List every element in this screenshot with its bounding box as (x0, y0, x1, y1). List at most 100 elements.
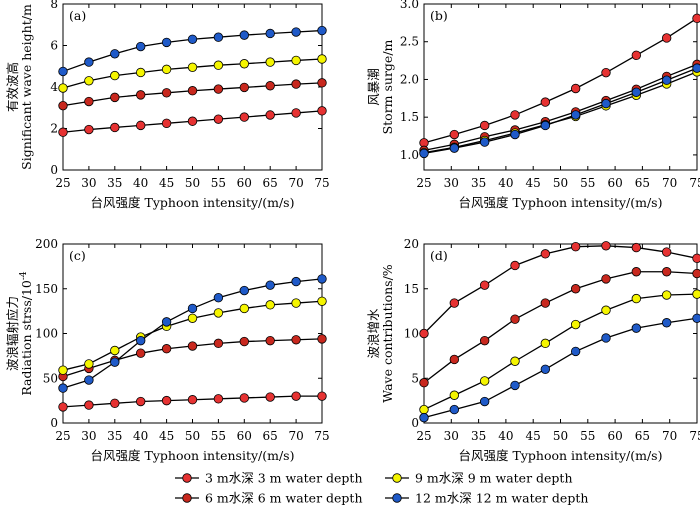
data-point-d-3 (479, 396, 490, 407)
data-point-a-1 (135, 90, 146, 100)
data-point-a-3 (213, 32, 224, 42)
y-axis-label-en-c: Radiation strss/10-4 (19, 271, 34, 396)
data-point-d-1 (419, 378, 429, 388)
x-tick-label-c: 40 (133, 429, 148, 443)
y-axis-label-zh-a: 有效波高 (5, 62, 20, 112)
data-point-b-3 (449, 143, 460, 153)
data-point-b-3 (601, 98, 611, 109)
data-point-d-0 (540, 249, 551, 259)
series-line-b-1 (423, 63, 698, 152)
x-tick-label-b: 25 (416, 176, 431, 190)
data-point-c-2 (317, 296, 327, 306)
panel-label-d: (d) (430, 248, 448, 263)
data-point-c-2 (84, 359, 94, 369)
data-point-c-1 (291, 335, 301, 345)
x-tick-label-b: 60 (607, 176, 622, 190)
x-tick-label-c: 35 (107, 429, 122, 443)
data-point-d-2 (661, 290, 672, 300)
legend: 3 m水深 3 m water depth 9 m水深 9 m water dep… (175, 471, 588, 506)
data-point-d-3 (449, 404, 460, 415)
data-point-c-2 (213, 308, 224, 318)
data-point-a-0 (239, 112, 250, 122)
data-point-c-2 (110, 345, 120, 356)
x-axis-label-b: 台风强度 Typhoon intensity/(m/s) (459, 195, 663, 210)
x-tick-label-b: 35 (471, 176, 486, 190)
data-point-d-1 (631, 267, 642, 277)
x-tick-label-b: 50 (553, 176, 568, 190)
x-tick-label-d: 75 (689, 429, 700, 443)
x-tick-label-d: 55 (580, 429, 595, 443)
legend-marker (392, 473, 402, 483)
x-axis-label-d: 台风强度 Typhoon intensity/(m/s) (459, 448, 663, 463)
x-tick-label-a: 35 (107, 176, 122, 190)
legend-label: 6 m水深 6 m water depth (205, 491, 363, 506)
x-tick-label-d: 30 (444, 429, 459, 443)
data-point-b-3 (479, 137, 490, 147)
data-point-c-0 (239, 393, 250, 403)
x-tick-label-c: 70 (288, 429, 303, 443)
x-tick-label-a: 45 (159, 176, 174, 190)
data-point-b-0 (692, 13, 700, 24)
data-point-a-0 (187, 116, 198, 126)
data-point-c-1 (317, 334, 327, 344)
series-line-d-3 (423, 317, 698, 419)
panel-label-a: (a) (69, 8, 86, 23)
series-line-d-2 (423, 293, 698, 411)
x-tick-label-a: 40 (133, 176, 148, 190)
data-point-d-0 (631, 242, 642, 253)
data-point-c-3 (58, 383, 68, 393)
data-point-b-0 (540, 97, 551, 107)
data-point-c-3 (239, 285, 250, 296)
data-point-c-2 (187, 313, 198, 323)
data-point-a-1 (58, 100, 68, 111)
data-point-c-3 (291, 276, 301, 287)
y-tick-label-d: 5 (411, 371, 419, 385)
x-tick-label-a: 55 (211, 176, 226, 190)
y-tick-label-c: 50 (43, 371, 58, 385)
data-point-d-2 (631, 293, 642, 304)
data-point-c-3 (213, 293, 224, 303)
y-axis-label-zh-c: 波浪辐射应力 (5, 296, 20, 371)
y-tick-label-a: 6 (50, 39, 58, 53)
data-point-c-1 (135, 348, 146, 358)
data-point-a-3 (135, 41, 146, 52)
series-line-c-3 (62, 278, 323, 389)
data-point-d-2 (449, 390, 460, 400)
y-tick-label-b: 1.5 (400, 110, 419, 124)
data-point-a-3 (84, 57, 94, 67)
x-tick-label-c: 30 (81, 429, 96, 443)
series-line-b-3 (423, 67, 698, 155)
data-point-a-0 (265, 110, 275, 120)
x-tick-label-b: 55 (580, 176, 595, 190)
data-point-a-0 (135, 120, 146, 131)
data-point-c-2 (239, 303, 250, 314)
data-point-a-1 (317, 78, 327, 88)
x-tick-label-b: 45 (526, 176, 541, 190)
data-point-a-0 (110, 122, 120, 133)
panel-label-b: (b) (430, 8, 448, 23)
x-tick-label-c: 60 (237, 429, 252, 443)
x-tick-label-d: 45 (526, 429, 541, 443)
y-tick-label-b: 2.0 (400, 72, 419, 86)
data-point-c-1 (161, 344, 172, 354)
series-line-d-0 (423, 245, 698, 334)
y-tick-label-c: 0 (50, 416, 58, 430)
data-point-c-3 (161, 317, 172, 327)
data-point-a-3 (265, 28, 275, 39)
x-tick-label-d: 60 (607, 429, 622, 443)
data-point-a-2 (317, 54, 327, 64)
x-axis-label-c: 台风强度 Typhoon intensity/(m/s) (91, 448, 295, 463)
data-point-c-3 (317, 274, 327, 284)
data-point-d-0 (449, 298, 460, 308)
y-axis-label-exponent-c: -4 (19, 271, 29, 280)
data-point-d-2 (510, 356, 520, 366)
data-point-d-1 (570, 284, 581, 294)
data-point-d-0 (419, 328, 429, 339)
data-point-b-3 (661, 75, 672, 85)
y-tick-label-a: 4 (50, 80, 58, 94)
x-tick-label-d: 50 (553, 429, 568, 443)
data-point-b-0 (631, 50, 642, 61)
y-axis-label-en-b: Storm surge/m (380, 39, 395, 134)
data-point-d-2 (540, 338, 551, 349)
y-tick-label-a: 2 (50, 122, 58, 136)
